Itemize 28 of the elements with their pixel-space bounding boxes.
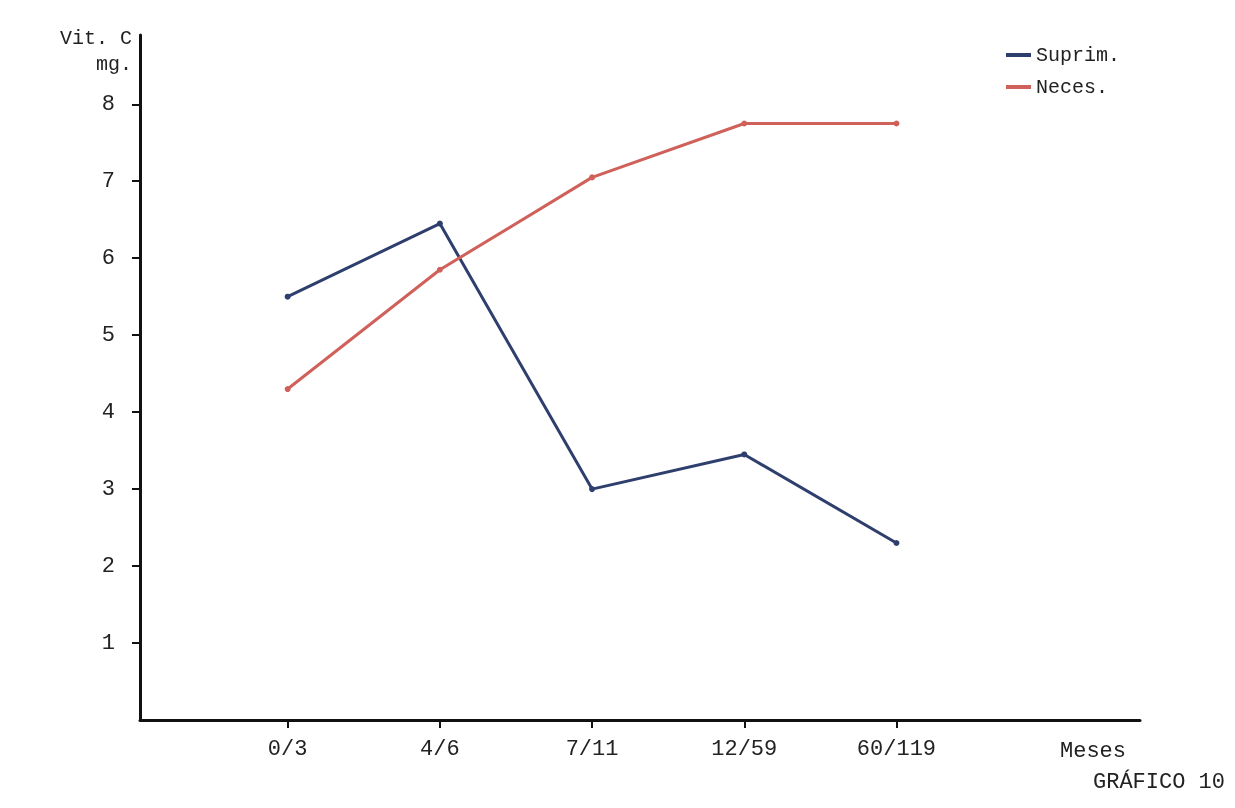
y-tick-label: 5	[101, 322, 115, 348]
point	[436, 266, 443, 273]
point	[284, 386, 291, 393]
y-axis-title: Vit. C mg.	[59, 26, 132, 76]
point	[589, 174, 596, 181]
text: GRÁFICO 10	[1092, 768, 1226, 795]
point	[436, 220, 443, 227]
point	[589, 486, 596, 493]
x-axis-title: Meses	[1060, 738, 1127, 764]
y-tick-label: 2	[101, 553, 115, 579]
y-tick-label: 8	[101, 91, 115, 117]
x-tick-label: 12/59	[711, 736, 778, 762]
y-tick-label: 7	[101, 168, 115, 194]
legend-label: Neces.	[1035, 75, 1108, 99]
x-tick-label: 4/6	[420, 736, 460, 762]
point	[741, 120, 748, 127]
y-tick-label: 1	[101, 630, 115, 656]
point	[284, 293, 291, 300]
y-tick-label: 4	[101, 399, 115, 425]
x-tick-label: 60/119	[856, 736, 937, 762]
y-tick-label: 3	[101, 476, 115, 502]
legend-label: Suprim.	[1035, 43, 1120, 67]
x-tick-label: 7/11	[565, 736, 619, 762]
point	[893, 539, 900, 546]
point	[741, 451, 748, 458]
point	[893, 120, 900, 127]
x-tick-label: 0/3	[267, 736, 308, 762]
y-tick-label: 6	[101, 245, 115, 271]
